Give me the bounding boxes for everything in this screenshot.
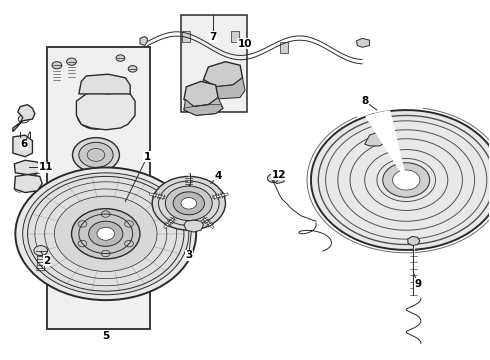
Circle shape bbox=[383, 163, 430, 197]
Circle shape bbox=[77, 102, 115, 129]
Circle shape bbox=[84, 107, 108, 125]
Circle shape bbox=[15, 186, 24, 192]
Circle shape bbox=[173, 192, 204, 215]
Circle shape bbox=[71, 168, 122, 206]
Text: 7: 7 bbox=[210, 32, 217, 41]
Bar bbox=[181, 15, 247, 112]
Polygon shape bbox=[14, 160, 42, 175]
Text: 9: 9 bbox=[415, 279, 422, 289]
Circle shape bbox=[18, 173, 40, 189]
Bar bbox=[47, 47, 150, 329]
Circle shape bbox=[15, 167, 196, 300]
Circle shape bbox=[67, 58, 76, 65]
Text: 10: 10 bbox=[238, 39, 252, 49]
Polygon shape bbox=[140, 37, 147, 45]
Polygon shape bbox=[184, 81, 218, 107]
Polygon shape bbox=[311, 110, 490, 250]
Circle shape bbox=[152, 176, 225, 230]
Polygon shape bbox=[366, 111, 406, 180]
Circle shape bbox=[97, 227, 115, 240]
Circle shape bbox=[77, 174, 115, 201]
Polygon shape bbox=[184, 98, 223, 116]
Circle shape bbox=[370, 138, 378, 144]
Circle shape bbox=[128, 66, 137, 72]
Bar bbox=[231, 31, 239, 42]
Polygon shape bbox=[365, 132, 387, 146]
Circle shape bbox=[89, 221, 123, 246]
Polygon shape bbox=[184, 220, 203, 232]
Circle shape bbox=[72, 209, 140, 259]
Polygon shape bbox=[201, 78, 245, 99]
Circle shape bbox=[90, 111, 102, 120]
Text: 2: 2 bbox=[44, 256, 51, 266]
Circle shape bbox=[181, 198, 196, 209]
Circle shape bbox=[79, 142, 113, 167]
Text: 8: 8 bbox=[361, 96, 368, 106]
Circle shape bbox=[15, 162, 24, 169]
Circle shape bbox=[34, 246, 48, 256]
Polygon shape bbox=[14, 175, 42, 193]
Polygon shape bbox=[273, 176, 284, 184]
Text: 4: 4 bbox=[215, 171, 222, 181]
Text: 1: 1 bbox=[144, 152, 151, 162]
Circle shape bbox=[392, 170, 420, 190]
Polygon shape bbox=[408, 237, 420, 246]
Polygon shape bbox=[13, 135, 32, 157]
Polygon shape bbox=[13, 105, 35, 132]
Circle shape bbox=[54, 196, 157, 271]
Polygon shape bbox=[203, 62, 243, 87]
Polygon shape bbox=[79, 74, 130, 94]
Text: 6: 6 bbox=[21, 139, 28, 149]
Text: 11: 11 bbox=[38, 162, 53, 172]
Text: 12: 12 bbox=[272, 170, 287, 180]
Circle shape bbox=[116, 55, 125, 61]
Bar bbox=[280, 42, 288, 53]
Polygon shape bbox=[356, 39, 369, 47]
Text: 3: 3 bbox=[185, 250, 193, 260]
Circle shape bbox=[52, 62, 62, 69]
Circle shape bbox=[268, 174, 279, 183]
Circle shape bbox=[23, 173, 189, 295]
Circle shape bbox=[73, 138, 120, 172]
Circle shape bbox=[165, 186, 212, 221]
Text: 5: 5 bbox=[102, 331, 109, 341]
Polygon shape bbox=[76, 92, 135, 130]
Bar bbox=[182, 31, 190, 42]
